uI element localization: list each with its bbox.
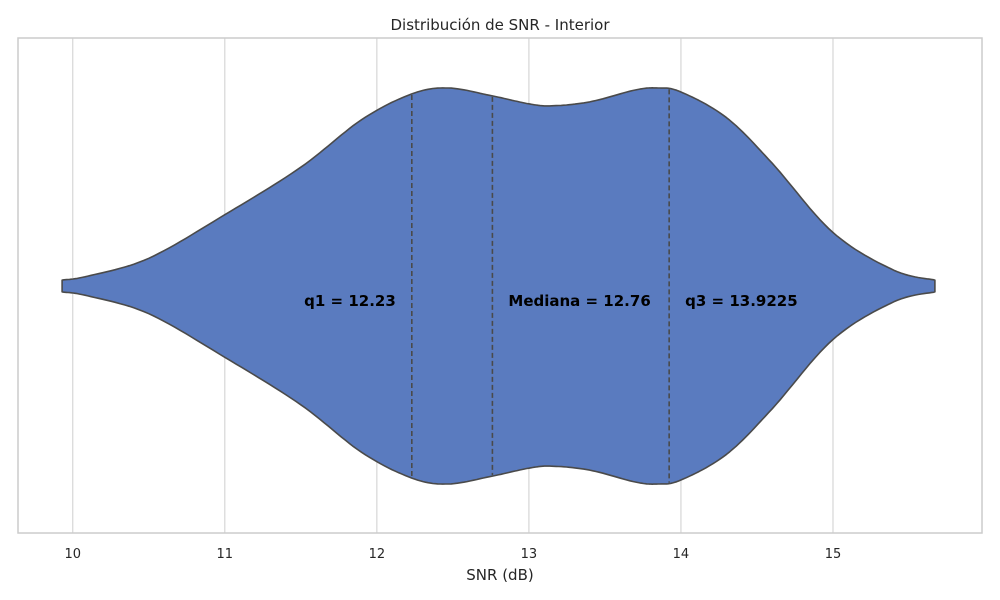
quartile-lines bbox=[411, 89, 670, 483]
quartile-annotations: q1 = 12.23 Mediana = 12.76 q3 = 13.9225 bbox=[304, 292, 798, 310]
annotation-label: Mediana = 12.76 bbox=[508, 292, 650, 310]
chart-title: Distribución de SNR - Interior bbox=[391, 16, 611, 34]
plot-frame bbox=[17, 37, 983, 534]
x-axis-label: SNR (dB) bbox=[466, 566, 533, 584]
annotation-label: q1 = 12.23 bbox=[304, 292, 396, 310]
x-tick-label: 15 bbox=[825, 547, 842, 562]
x-tick-label: 12 bbox=[369, 547, 386, 562]
x-tick-label: 13 bbox=[521, 547, 538, 562]
x-tick-label: 10 bbox=[64, 547, 81, 562]
x-tick-label: 11 bbox=[217, 547, 234, 562]
x-tick-label: 14 bbox=[673, 547, 690, 562]
annotation-label: q3 = 13.9225 bbox=[685, 292, 798, 310]
x-tick-labels: 10 11 12 13 14 15 bbox=[64, 547, 841, 562]
violin-body bbox=[61, 87, 936, 485]
